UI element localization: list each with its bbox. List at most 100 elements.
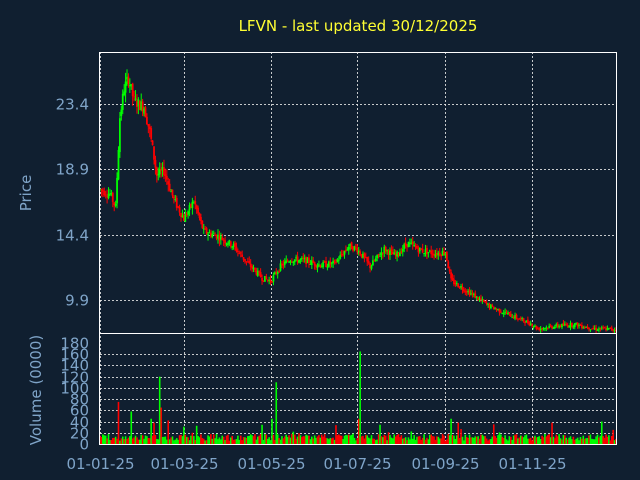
volume-bar xyxy=(130,411,133,444)
candle-body xyxy=(255,270,258,275)
candle-body xyxy=(499,311,502,313)
volume-bar xyxy=(595,436,597,444)
volume-bar xyxy=(251,435,253,444)
candle-body xyxy=(178,207,181,213)
candle-body xyxy=(464,291,467,293)
volume-bar xyxy=(256,436,259,444)
volume-bar xyxy=(116,438,118,444)
candle-body xyxy=(497,309,499,311)
volume-bar xyxy=(103,435,106,444)
date-tick-label: 01-05-25 xyxy=(237,455,305,473)
volume-bar xyxy=(534,435,536,444)
volume-bar xyxy=(436,436,438,444)
volume-bar xyxy=(178,435,181,444)
candle-body xyxy=(157,174,160,176)
candle-body xyxy=(134,98,137,100)
volume-bar xyxy=(311,436,313,444)
volume-bar xyxy=(242,437,245,444)
volume-bar xyxy=(399,437,401,444)
volume-bar xyxy=(411,438,414,444)
candle-body xyxy=(383,246,386,253)
candle-body xyxy=(572,326,575,328)
volume-bar xyxy=(612,429,614,444)
candle-body xyxy=(502,313,505,315)
volume-bar xyxy=(610,436,613,444)
volume-bar xyxy=(200,434,202,444)
candle-body xyxy=(155,167,158,176)
candle-body xyxy=(366,256,369,262)
candle-body xyxy=(146,116,148,125)
candle-body xyxy=(461,286,464,290)
volume-bar xyxy=(104,435,107,444)
volume-bar xyxy=(491,436,494,444)
candle-body xyxy=(167,181,170,185)
candle-body xyxy=(141,101,144,112)
volume-bar xyxy=(602,436,605,444)
candle-body xyxy=(437,252,440,256)
volume-bar xyxy=(141,435,144,444)
volume-bar xyxy=(224,439,226,444)
candle-body xyxy=(251,266,253,269)
volume-bar xyxy=(191,432,194,444)
volume-bar xyxy=(271,418,273,444)
volume-bar xyxy=(320,434,323,444)
candle-body xyxy=(107,193,110,198)
candle-body xyxy=(350,242,353,250)
candle-body xyxy=(271,281,273,283)
volume-bar xyxy=(174,439,177,444)
candle-body xyxy=(300,257,303,259)
candle-body xyxy=(244,259,246,262)
candle-body xyxy=(397,252,400,255)
candle-body xyxy=(286,260,289,262)
candle-body xyxy=(465,291,468,293)
volume-bar xyxy=(157,439,160,444)
volume-bar xyxy=(490,438,492,444)
candle-body xyxy=(224,240,226,244)
volume-bar xyxy=(306,435,309,444)
candle-body xyxy=(106,196,109,198)
candle-body xyxy=(238,252,241,254)
volume-bar xyxy=(592,439,595,444)
volume-bar xyxy=(269,440,272,444)
volume-bar xyxy=(410,431,413,444)
volume-bar xyxy=(136,437,138,444)
volume-bar xyxy=(194,439,197,444)
volume-bar xyxy=(475,436,478,444)
candle-body xyxy=(326,266,329,268)
candle-body xyxy=(202,228,205,230)
volume-bar xyxy=(546,435,549,444)
candle-body xyxy=(292,261,295,263)
volume-bar xyxy=(443,435,445,444)
candle-body xyxy=(529,323,532,325)
candle-body xyxy=(120,109,123,117)
candle-body xyxy=(563,324,566,326)
volume-bar xyxy=(197,436,199,444)
volume-bar xyxy=(531,440,533,444)
volume-bar xyxy=(397,433,400,444)
volume-series xyxy=(99,351,617,444)
candle-body xyxy=(445,251,448,261)
candle-body xyxy=(582,327,585,329)
volume-bar xyxy=(231,435,233,444)
volume-bar xyxy=(492,424,495,444)
candle-body xyxy=(487,303,489,305)
volume-bar xyxy=(545,436,548,444)
candle-body xyxy=(303,258,306,260)
candle-body xyxy=(249,263,252,268)
candle-body xyxy=(413,245,416,247)
volume-bar xyxy=(507,440,509,444)
volume-bar xyxy=(363,438,366,444)
volume-bar xyxy=(281,436,283,444)
candle-body xyxy=(535,325,538,329)
volume-bar xyxy=(524,435,526,444)
volume-bar xyxy=(268,437,270,444)
candle-body xyxy=(423,252,425,254)
volume-bar xyxy=(511,439,514,444)
candle-body xyxy=(308,257,310,264)
candle-body xyxy=(239,252,242,254)
volume-bar xyxy=(123,439,125,444)
candle-body xyxy=(381,252,384,254)
candle-body xyxy=(158,168,161,175)
volume-bar xyxy=(295,438,297,444)
volume-bar xyxy=(485,438,488,444)
